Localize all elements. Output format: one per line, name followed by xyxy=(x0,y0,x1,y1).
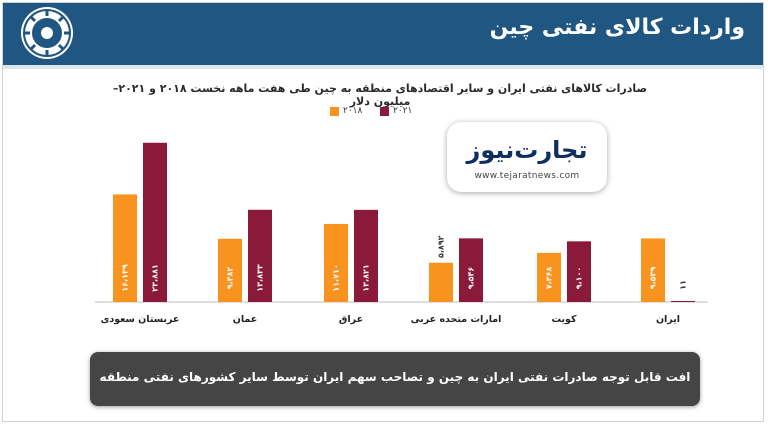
header-divider xyxy=(3,65,763,69)
legend-swatch-2018 xyxy=(330,106,339,116)
bar-2021-0 xyxy=(143,142,167,302)
category-label-0: عربستان سعودی xyxy=(101,314,180,325)
category-label-4: کویت xyxy=(551,314,577,325)
data-label-2021-5: ۱۱ xyxy=(679,280,688,290)
category-label-3: امارات متحده عربی xyxy=(411,314,502,325)
tejaratnews-watermark: تجارت‌نیوز www.tejaratnews.com xyxy=(447,122,607,192)
legend-item-2021: ۲۰۲۱ xyxy=(380,106,412,116)
chart-title: صادرات کالاهای نفتی ایران و سایر اقتصاده… xyxy=(112,82,648,108)
watermark-logo-text: تجارت‌نیوز xyxy=(466,136,588,164)
data-label-2021-3: ۹،۵۴۶ xyxy=(467,267,476,290)
data-label-2021-1: ۱۳،۸۳۳ xyxy=(256,264,265,292)
bar-2021-2 xyxy=(354,209,378,302)
data-label-2018-3: ۵،۸۹۲ xyxy=(437,235,446,258)
bar-2021-5 xyxy=(671,301,695,302)
bar-2018-5 xyxy=(641,238,665,302)
logo xyxy=(21,7,73,59)
category-label-2: عراق xyxy=(339,314,363,325)
data-label-2018-5: ۹،۵۳۹ xyxy=(649,267,658,290)
page-title: واردات کالای نفتی چین xyxy=(489,15,745,40)
legend-swatch-2021 xyxy=(380,106,389,116)
bar-2018-4 xyxy=(537,252,561,302)
bar-2021-4 xyxy=(567,241,591,302)
bar-2018-3 xyxy=(429,262,453,302)
bar-2018-2 xyxy=(324,223,348,302)
legend-item-2018: ۲۰۱۸ xyxy=(330,106,362,116)
bar-2018-1 xyxy=(218,238,242,302)
bar-2021-3 xyxy=(459,238,483,302)
category-label-5: ایران xyxy=(656,314,680,325)
legend-label-2018: ۲۰۱۸ xyxy=(343,106,363,116)
category-label-1: عمان xyxy=(233,314,258,325)
header-bar: واردات کالای نفتی چین xyxy=(3,3,763,65)
data-label-2018-0: ۱۶،۱۳۹ xyxy=(121,264,130,292)
data-label-2018-1: ۹،۴۸۲ xyxy=(226,267,235,290)
bar-2018-0 xyxy=(113,194,137,302)
data-label-2018-2: ۱۱،۷۱۰ xyxy=(332,264,341,291)
legend-label-2021: ۲۰۲۱ xyxy=(393,106,413,116)
logo-emblem-icon xyxy=(23,9,71,57)
data-label-2021-2: ۱۳،۸۲۱ xyxy=(362,264,371,291)
chart-legend: ۲۰۱۸ ۲۰۲۱ xyxy=(330,106,450,120)
note-text: افت قابل توجه صادرات نفتی ایران به چین و… xyxy=(99,370,691,384)
bar-2021-1 xyxy=(248,209,272,302)
note-box: افت قابل توجه صادرات نفتی ایران به چین و… xyxy=(90,352,700,406)
watermark-url: www.tejaratnews.com xyxy=(474,171,580,181)
data-label-2018-4: ۷،۳۶۸ xyxy=(545,267,554,290)
data-label-2021-4: ۹،۱۰۰ xyxy=(575,267,584,290)
data-label-2021-0: ۲۳،۸۸۱ xyxy=(151,264,160,291)
